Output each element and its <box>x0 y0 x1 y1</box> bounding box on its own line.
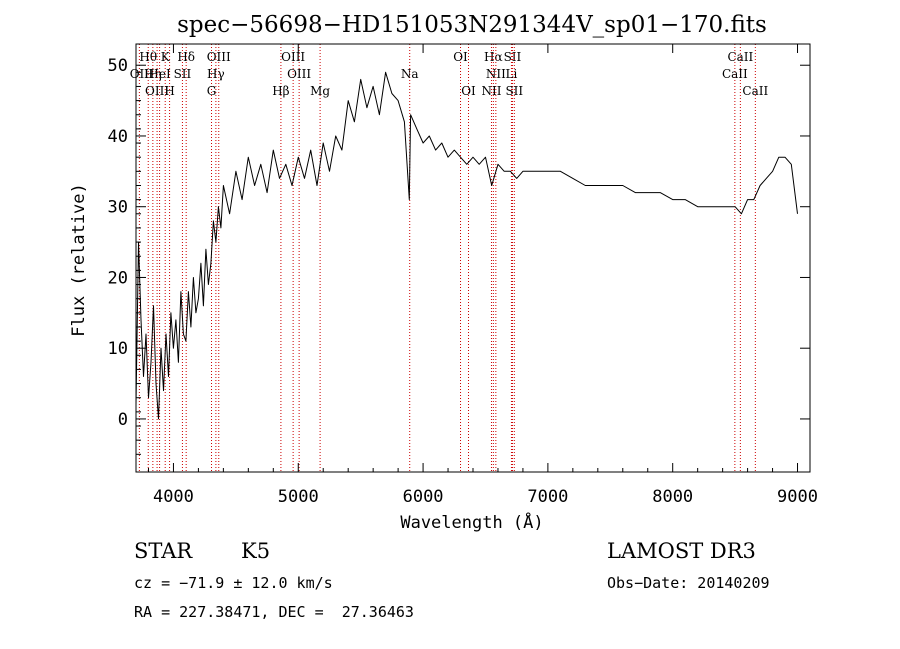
spectral-line-label: Hα <box>484 50 503 64</box>
spectral-line-label: SII <box>504 50 522 64</box>
spectral-line-label: Hβ <box>272 84 289 98</box>
spectral-line-label: Hγ <box>207 67 225 81</box>
y-tick-label: 40 <box>108 127 128 147</box>
plot-frame <box>135 43 811 473</box>
x-tick-label: 4000 <box>153 487 194 507</box>
spectral-line-label: G <box>207 84 217 98</box>
y-axis-label: Flux (relative) <box>69 183 89 337</box>
spectral-line-label: HeI <box>148 67 171 81</box>
spectral-line-label: SII <box>505 84 523 98</box>
chart-title: spec−56698−HD151053N291344V_sp01−170.fit… <box>177 12 767 38</box>
spectral-line-label: OI <box>453 50 468 64</box>
spectral-line-label: OI <box>461 84 476 98</box>
spectral-line-label: Li <box>506 67 518 81</box>
y-axis-ticks: 0 10 20 30 40 50 <box>108 56 810 455</box>
spectral-line-label: CaII <box>727 50 753 64</box>
spectral-line-label: Mg <box>310 84 330 98</box>
spectral-line-label: K <box>161 50 171 64</box>
spectral-line-label: OIII <box>281 50 305 64</box>
spectral-line-label: Hθ <box>139 50 157 64</box>
spectral-line-label: NII <box>481 84 501 98</box>
survey-name: LAMOST DR3 <box>607 539 756 563</box>
spectral-line-label: CaII <box>722 67 748 81</box>
observation-date: Obs−Date: 20140209 <box>607 574 770 592</box>
x-tick-label: 7000 <box>527 487 568 507</box>
spectral-line-label: OIII <box>287 67 311 81</box>
spectral-line-label: CaII <box>742 84 768 98</box>
spectral-line-label: OIII <box>207 50 231 64</box>
object-subclass: K5 <box>241 539 271 563</box>
spectral-line-label: SII <box>174 67 192 81</box>
velocity-readout: cz = −71.9 ± 12.0 km/s <box>134 574 333 592</box>
spectral-line-label: OII <box>130 67 150 81</box>
y-tick-label: 20 <box>108 268 128 288</box>
x-tick-label: 5000 <box>278 487 319 507</box>
spectral-line-label: NII <box>486 67 506 81</box>
y-tick-label: 0 <box>118 410 128 430</box>
spectral-line-label: OIII <box>145 84 169 98</box>
spectral-line-label: Hδ <box>177 50 195 64</box>
x-axis-label: Wavelength (Å) <box>400 511 543 533</box>
coordinates-readout: RA = 227.38471, DEC = 27.36463 <box>134 603 414 621</box>
y-tick-label: 50 <box>108 56 128 76</box>
x-tick-label: 6000 <box>403 487 444 507</box>
y-tick-label: 10 <box>108 339 128 359</box>
spectral-line-label: H <box>164 84 174 98</box>
x-tick-label: 9000 <box>777 487 818 507</box>
x-tick-label: 8000 <box>652 487 693 507</box>
y-tick-label: 30 <box>108 198 128 218</box>
spectral-line-label: Na <box>401 67 419 81</box>
x-axis-ticks: 4000 5000 6000 7000 8000 9000 <box>147 44 818 507</box>
flux-series-line <box>135 71 798 420</box>
object-class: STAR <box>134 539 193 563</box>
